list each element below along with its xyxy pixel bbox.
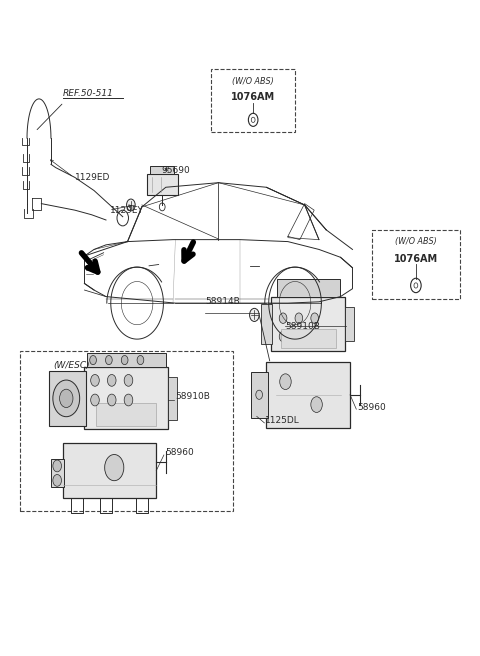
Circle shape xyxy=(53,474,61,486)
Circle shape xyxy=(90,356,96,365)
Bar xyxy=(96,403,156,426)
Text: (W/O ABS): (W/O ABS) xyxy=(232,77,274,86)
Text: 58960: 58960 xyxy=(165,448,193,457)
Bar xyxy=(211,70,295,132)
Circle shape xyxy=(121,356,128,365)
Text: 1076AM: 1076AM xyxy=(394,254,438,264)
Circle shape xyxy=(53,380,80,417)
Circle shape xyxy=(124,375,133,386)
Text: 1125DL: 1125DL xyxy=(265,417,300,426)
Circle shape xyxy=(124,394,133,406)
Text: 95690: 95690 xyxy=(161,167,190,175)
Text: 1129ED: 1129ED xyxy=(75,173,110,182)
Bar xyxy=(266,362,350,428)
Circle shape xyxy=(106,356,112,365)
Circle shape xyxy=(279,313,287,323)
Text: (W/O ABS): (W/O ABS) xyxy=(395,237,437,246)
Bar xyxy=(271,297,345,351)
Circle shape xyxy=(60,389,73,407)
Bar xyxy=(63,443,156,498)
Circle shape xyxy=(311,331,319,342)
Bar xyxy=(168,377,177,420)
Circle shape xyxy=(91,394,99,406)
Text: 1076AM: 1076AM xyxy=(231,92,275,102)
Bar xyxy=(84,367,168,430)
Circle shape xyxy=(91,375,99,386)
Circle shape xyxy=(250,308,259,321)
Bar xyxy=(372,230,460,298)
Circle shape xyxy=(279,331,287,342)
Text: (W/ESC): (W/ESC) xyxy=(53,361,90,370)
Circle shape xyxy=(127,199,135,211)
Circle shape xyxy=(137,356,144,365)
Text: 58910B: 58910B xyxy=(286,322,320,331)
Circle shape xyxy=(256,390,263,400)
Circle shape xyxy=(311,397,323,413)
Bar xyxy=(48,371,86,426)
Text: 58914B: 58914B xyxy=(205,297,240,306)
Bar xyxy=(261,304,272,344)
Circle shape xyxy=(53,460,61,472)
Bar xyxy=(147,174,178,195)
Circle shape xyxy=(295,313,303,323)
Circle shape xyxy=(311,313,319,323)
Bar xyxy=(151,167,174,174)
Circle shape xyxy=(108,375,116,386)
Bar xyxy=(51,459,64,487)
Circle shape xyxy=(280,374,291,390)
Circle shape xyxy=(105,455,124,481)
Text: REF.50-511: REF.50-511 xyxy=(63,89,114,98)
Bar xyxy=(251,372,268,418)
Text: 58910B: 58910B xyxy=(175,392,210,401)
Circle shape xyxy=(295,331,303,342)
Bar xyxy=(345,307,354,341)
Bar xyxy=(20,351,233,511)
Bar xyxy=(277,279,339,297)
Text: 58960: 58960 xyxy=(357,403,386,413)
Bar xyxy=(281,329,336,348)
Text: 1129EY: 1129EY xyxy=(110,206,144,215)
Bar xyxy=(87,353,166,367)
Circle shape xyxy=(108,394,116,406)
